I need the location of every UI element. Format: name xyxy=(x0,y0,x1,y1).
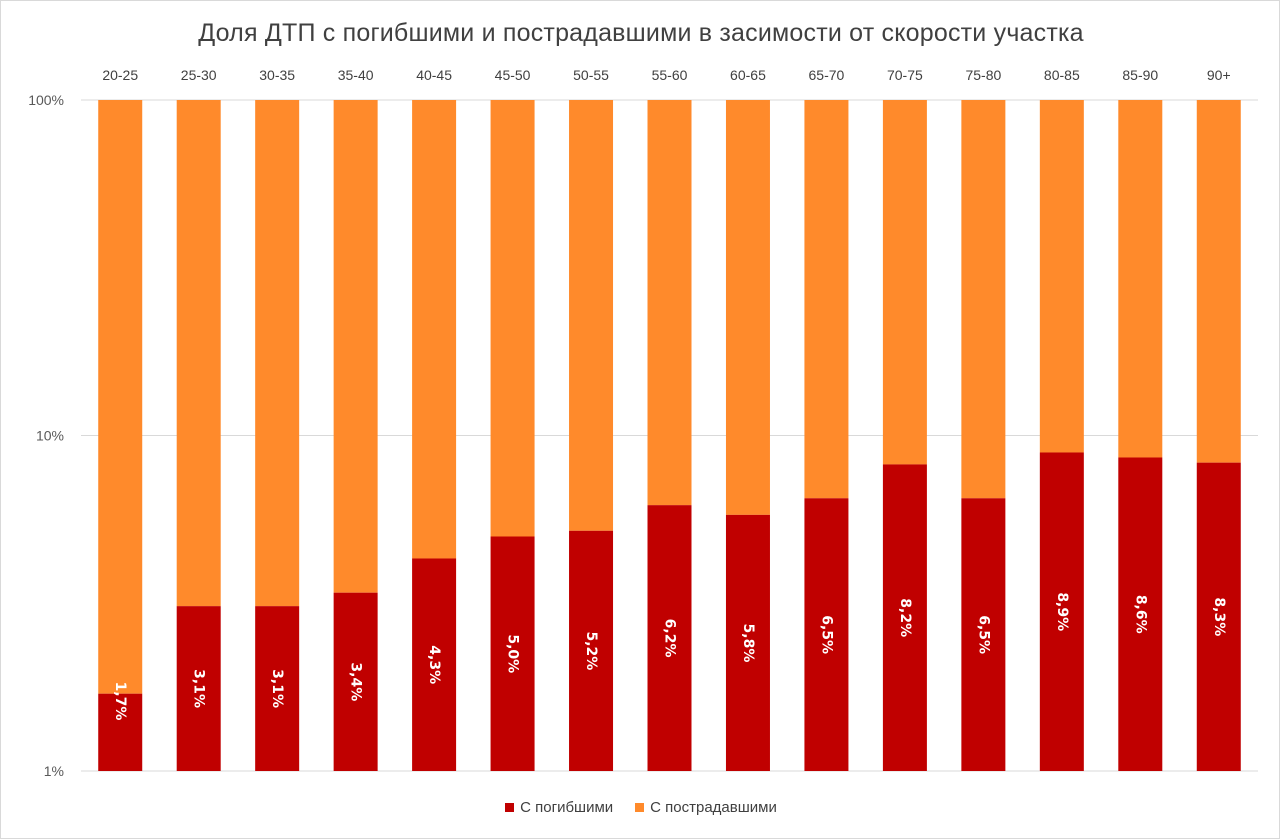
x-category-label: 70-75 xyxy=(887,67,923,83)
data-label: 4,3% xyxy=(426,645,442,684)
x-category-label: 65-70 xyxy=(809,67,845,83)
legend-item-injured: С пострадавшими xyxy=(635,799,777,816)
bar-injured xyxy=(333,100,378,593)
chart-legend: С погибшими С пострадавшими xyxy=(1,799,1280,816)
x-category-label: 55-60 xyxy=(652,67,688,83)
bar-deaths xyxy=(255,606,300,771)
data-label: 6,5% xyxy=(975,615,991,654)
bar-injured xyxy=(412,100,457,559)
bar-deaths xyxy=(1039,452,1084,771)
x-category-label: 30-35 xyxy=(259,67,295,83)
bar-deaths xyxy=(961,498,1006,771)
data-label: 8,6% xyxy=(1132,595,1148,634)
bar-injured xyxy=(1039,100,1084,453)
bar-deaths xyxy=(176,606,221,771)
data-label: 3,4% xyxy=(348,662,364,701)
data-label: 5,8% xyxy=(740,624,756,663)
y-tick-label: 1% xyxy=(44,763,64,779)
y-tick-label: 10% xyxy=(36,428,64,444)
bar-injured xyxy=(98,100,143,694)
chart-title: Доля ДТП с погибшими и пострадавшими в з… xyxy=(198,19,1084,47)
legend-label-injured: С пострадавшими xyxy=(650,799,777,816)
x-category-label: 35-40 xyxy=(338,67,374,83)
bar-deaths xyxy=(725,514,770,771)
x-category-label: 20-25 xyxy=(102,67,138,83)
legend-item-deaths: С погибшими xyxy=(505,799,613,816)
bar-deaths xyxy=(1196,462,1241,771)
bar-deaths xyxy=(333,592,378,771)
data-label: 8,9% xyxy=(1054,592,1070,631)
data-label: 1,7% xyxy=(112,682,128,721)
bar-deaths xyxy=(647,505,692,771)
bar-injured xyxy=(647,100,692,506)
bar-injured xyxy=(255,100,300,607)
data-label: 8,2% xyxy=(897,598,913,637)
bar-injured xyxy=(725,100,770,515)
bar-injured xyxy=(490,100,535,537)
x-category-label: 80-85 xyxy=(1044,67,1080,83)
data-label: 6,5% xyxy=(818,615,834,654)
bar-injured xyxy=(176,100,221,607)
x-category-label: 90+ xyxy=(1207,67,1231,83)
x-category-label: 45-50 xyxy=(495,67,531,83)
data-label: 6,2% xyxy=(662,619,678,658)
bar-injured xyxy=(804,100,849,499)
bar-deaths xyxy=(804,498,849,771)
data-label: 5,0% xyxy=(505,634,521,673)
x-category-label: 75-80 xyxy=(965,67,1001,83)
legend-swatch-injured xyxy=(635,803,645,812)
bar-deaths xyxy=(1118,457,1163,771)
bar-injured xyxy=(882,100,927,465)
y-tick-label: 100% xyxy=(28,92,64,108)
x-category-label: 85-90 xyxy=(1122,67,1158,83)
bar-deaths xyxy=(882,464,927,771)
bar-injured xyxy=(1196,100,1241,463)
bar-deaths xyxy=(412,558,457,771)
x-category-label: 25-30 xyxy=(181,67,217,83)
bar-deaths xyxy=(98,693,143,771)
x-category-label: 60-65 xyxy=(730,67,766,83)
bar-injured xyxy=(1118,100,1163,458)
bar-deaths xyxy=(569,530,614,771)
data-label: 5,2% xyxy=(583,631,599,670)
x-category-label: 40-45 xyxy=(416,67,452,83)
bar-injured xyxy=(569,100,614,531)
legend-label-deaths: С погибшими xyxy=(520,799,614,816)
data-label: 8,3% xyxy=(1211,597,1227,636)
data-label: 3,1% xyxy=(269,669,285,708)
legend-swatch-deaths xyxy=(505,803,515,812)
bar-injured xyxy=(961,100,1006,499)
data-label: 3,1% xyxy=(191,669,207,708)
x-category-label: 50-55 xyxy=(573,67,609,83)
bar-deaths xyxy=(490,536,535,771)
